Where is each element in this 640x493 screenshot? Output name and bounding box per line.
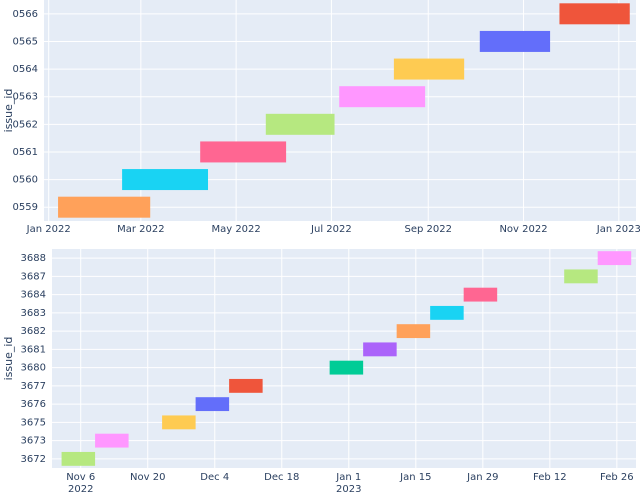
bar — [195, 397, 230, 412]
y-tick-label: 0564 — [13, 64, 38, 75]
bar — [463, 287, 498, 302]
x-tick-label: Jan 2023 — [596, 224, 640, 235]
bar — [363, 342, 397, 357]
y-tick-label: 0563 — [13, 92, 38, 103]
bar — [58, 196, 151, 218]
bar — [597, 251, 632, 266]
bar — [122, 169, 209, 191]
x-tick-label: Mar 2022 — [117, 224, 165, 235]
y-tick-label: 3682 — [21, 326, 46, 337]
x-tick-label: Jan 1 2023 — [336, 472, 362, 493]
x-tick-label: Sep 2022 — [404, 224, 452, 235]
y-tick-label: 3680 — [21, 363, 46, 374]
bar — [479, 30, 551, 52]
x-tick-label: Feb 12 — [533, 472, 567, 483]
y-tick-label: 3677 — [21, 381, 46, 392]
y-axis-title: issue_id — [2, 337, 15, 381]
y-tick-label: 3673 — [21, 436, 46, 447]
x-tick-label: May 2022 — [211, 224, 261, 235]
bar — [339, 86, 426, 108]
x-tick-label: Jul 2022 — [311, 224, 352, 235]
bar — [559, 3, 630, 25]
bar — [200, 141, 287, 163]
y-tick-label: 3672 — [21, 454, 46, 465]
bar — [393, 58, 465, 80]
x-tick-label: Nov 20 — [130, 472, 166, 483]
bar — [430, 305, 464, 320]
y-tick-label: 3687 — [21, 271, 46, 282]
y-tick-label: 3681 — [21, 344, 46, 355]
plot-area — [52, 249, 636, 468]
bar — [396, 324, 431, 339]
y-tick-label: 0560 — [13, 175, 38, 186]
y-tick-label: 0561 — [13, 147, 38, 158]
x-tick-label: Jan 2022 — [26, 224, 71, 235]
y-tick-label: 3683 — [21, 308, 46, 319]
y-tick-label: 3675 — [21, 417, 46, 428]
bar — [162, 415, 196, 430]
bar — [61, 451, 96, 466]
bar — [564, 269, 598, 284]
y-tick-label: 0562 — [13, 119, 38, 130]
y-tick-label: 0565 — [13, 36, 38, 47]
x-tick-label: Nov 6 2022 — [66, 472, 96, 493]
x-tick-label: Nov 2022 — [499, 224, 548, 235]
x-tick-label: Feb 26 — [600, 472, 634, 483]
y-tick-label: 3688 — [21, 253, 46, 264]
y-axis-title: issue_id — [2, 89, 15, 133]
bar — [229, 378, 263, 393]
y-tick-label: 3676 — [21, 399, 46, 410]
x-tick-label: Jan 29 — [467, 472, 499, 483]
bar — [265, 113, 335, 135]
x-tick-label: Jan 15 — [400, 472, 432, 483]
bar — [95, 433, 129, 448]
x-tick-label: Dec 18 — [264, 472, 300, 483]
x-tick-label: Dec 4 — [200, 472, 230, 483]
y-tick-label: 0566 — [13, 9, 38, 20]
bar — [329, 360, 364, 375]
y-tick-label: 0559 — [13, 202, 38, 213]
y-tick-label: 3684 — [21, 290, 46, 301]
